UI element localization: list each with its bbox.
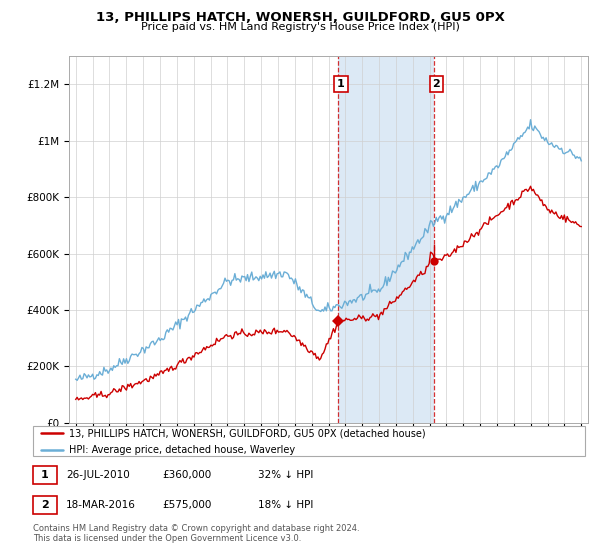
Bar — [338, 56, 434, 423]
Text: £360,000: £360,000 — [162, 470, 211, 480]
Text: Price paid vs. HM Land Registry's House Price Index (HPI): Price paid vs. HM Land Registry's House … — [140, 22, 460, 32]
Text: 18-MAR-2016: 18-MAR-2016 — [66, 500, 136, 510]
Text: 2: 2 — [433, 79, 440, 89]
Text: Contains HM Land Registry data © Crown copyright and database right 2024.
This d: Contains HM Land Registry data © Crown c… — [33, 524, 359, 543]
Text: 1: 1 — [41, 470, 49, 480]
Text: 13, PHILLIPS HATCH, WONERSH, GUILDFORD, GU5 0PX (detached house): 13, PHILLIPS HATCH, WONERSH, GUILDFORD, … — [69, 428, 425, 438]
Text: 13, PHILLIPS HATCH, WONERSH, GUILDFORD, GU5 0PX: 13, PHILLIPS HATCH, WONERSH, GUILDFORD, … — [95, 11, 505, 24]
Text: 32% ↓ HPI: 32% ↓ HPI — [258, 470, 313, 480]
Text: 2: 2 — [41, 500, 49, 510]
Text: HPI: Average price, detached house, Waverley: HPI: Average price, detached house, Wave… — [69, 445, 295, 455]
Text: £575,000: £575,000 — [162, 500, 211, 510]
FancyBboxPatch shape — [33, 426, 585, 456]
Text: 18% ↓ HPI: 18% ↓ HPI — [258, 500, 313, 510]
Text: 26-JUL-2010: 26-JUL-2010 — [66, 470, 130, 480]
Text: 1: 1 — [337, 79, 345, 89]
